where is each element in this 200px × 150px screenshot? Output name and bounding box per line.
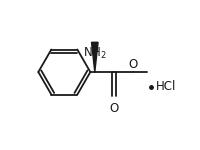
Polygon shape xyxy=(92,42,98,72)
Text: O: O xyxy=(109,102,119,116)
Text: HCl: HCl xyxy=(156,80,176,93)
Text: NH$_2$: NH$_2$ xyxy=(83,46,107,61)
Text: O: O xyxy=(128,58,137,71)
